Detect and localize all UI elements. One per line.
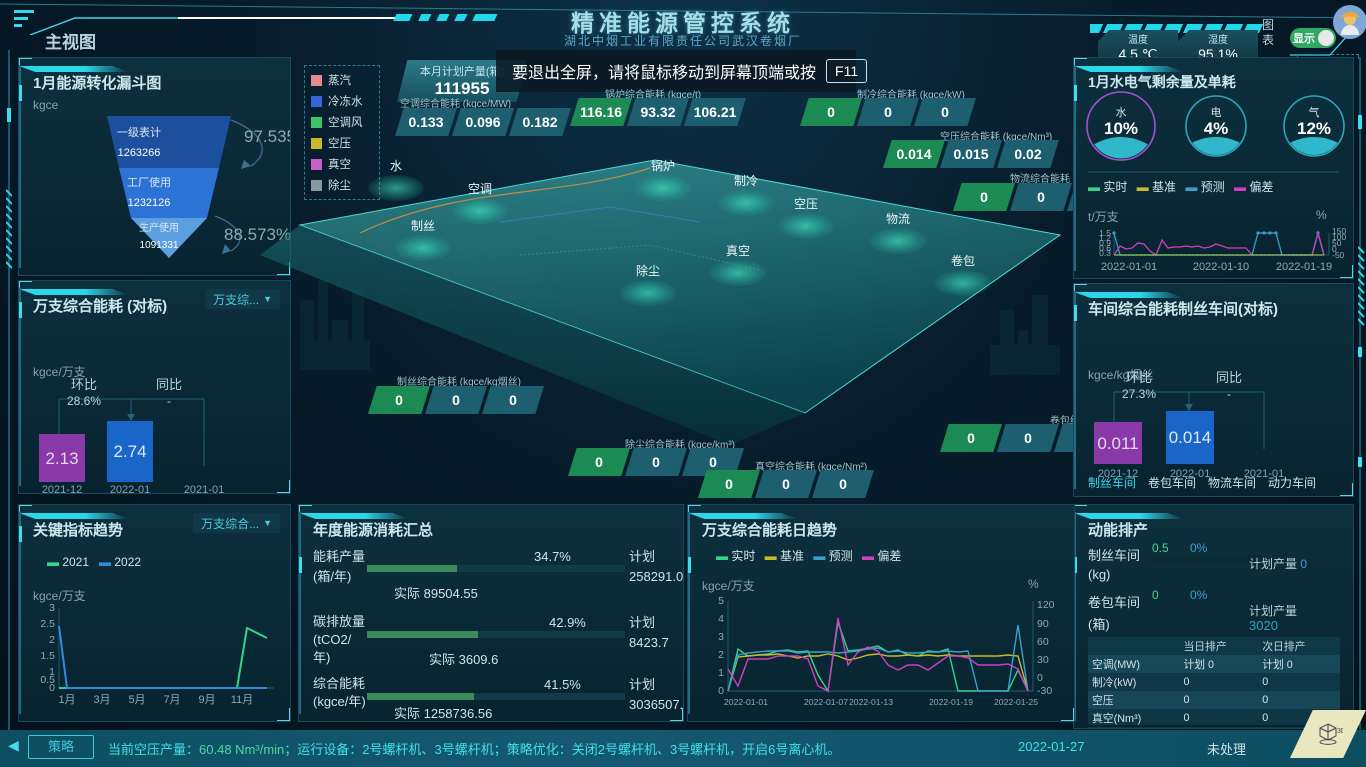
svg-text:27.3%: 27.3%	[1122, 387, 1156, 401]
svg-text:3: 3	[718, 631, 724, 643]
svg-text:3: 3	[49, 602, 55, 614]
svg-text:2022-01-10: 2022-01-10	[1193, 261, 1249, 273]
svg-text:120: 120	[1037, 599, 1055, 611]
svg-text:1.5: 1.5	[40, 650, 55, 662]
svg-text:2022-01-07: 2022-01-07	[804, 697, 848, 707]
svg-text:2022-01-19: 2022-01-19	[929, 697, 973, 707]
svg-text:5: 5	[718, 595, 724, 607]
svg-text:同比: 同比	[1216, 370, 1242, 385]
svg-text:90: 90	[1037, 618, 1049, 630]
svg-text:2022-01-01: 2022-01-01	[1101, 261, 1157, 273]
svg-text:30: 30	[1037, 654, 1049, 666]
svg-text:1月: 1月	[58, 694, 75, 706]
svg-text:0: 0	[718, 685, 724, 697]
svg-text:2022-01-01: 2022-01-01	[724, 697, 768, 707]
svg-text:-50: -50	[1332, 250, 1345, 260]
svg-text:2022-01-19: 2022-01-19	[1276, 261, 1332, 273]
svg-text:0.3: 0.3	[1099, 248, 1111, 258]
svg-text:60: 60	[1037, 636, 1049, 648]
svg-text:3D: 3D	[1337, 728, 1343, 735]
svg-text:2: 2	[49, 634, 55, 646]
svg-text:11月: 11月	[231, 694, 253, 706]
svg-text:5月: 5月	[128, 694, 145, 706]
svg-text:环比: 环比	[1126, 370, 1152, 385]
svg-text:9月: 9月	[198, 694, 215, 706]
svg-text:2.5: 2.5	[40, 618, 55, 630]
svg-text:4: 4	[718, 613, 724, 625]
svg-text:0: 0	[1037, 672, 1043, 684]
svg-text:2: 2	[718, 649, 724, 661]
svg-text:2022-01-25: 2022-01-25	[994, 697, 1038, 707]
svg-text:1: 1	[718, 667, 724, 679]
svg-text:3月: 3月	[93, 694, 110, 706]
svg-text:-: -	[1227, 387, 1231, 401]
svg-text:7月: 7月	[163, 694, 180, 706]
svg-text:0.014: 0.014	[1169, 428, 1212, 447]
svg-text:2022-01-13: 2022-01-13	[849, 697, 893, 707]
svg-text:0.011: 0.011	[1097, 434, 1138, 453]
svg-text:0: 0	[49, 682, 55, 694]
svg-text:-30: -30	[1037, 685, 1052, 697]
